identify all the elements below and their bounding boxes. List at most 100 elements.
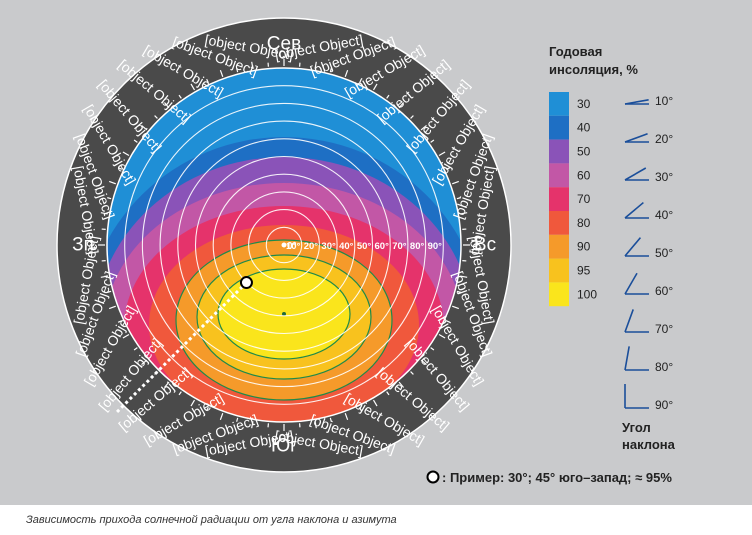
tilt-ring-label: 50° [357,241,372,252]
azimuth-tick [109,180,117,185]
tilt-rings [124,85,444,405]
center-point [281,242,287,248]
tilt-ring [194,155,374,335]
azimuth-tick [445,320,451,323]
azimuth-tick [107,197,112,200]
azimuth-tick [163,102,170,109]
tilt-icon-label: 30° [655,170,673,184]
azimuth-tick [109,305,117,310]
example-marker [239,276,253,290]
tilt-ring-label: 40° [339,241,354,252]
tilt-ring [230,191,338,299]
azimuth-tick [451,180,459,185]
azimuth-tick [420,124,427,131]
azimuth-tick [117,167,123,170]
center-label: 0° [287,241,297,252]
legend-value: 60 [577,168,591,182]
azimuth-tick [178,94,182,99]
tilt-title-line2: наклона [622,437,676,452]
legend-swatch [549,92,569,116]
azimuth-tick [206,406,209,412]
azimuth-tick [460,275,468,278]
tilt-ring-label: 20° [304,241,319,252]
tilt-icon-plate [624,237,642,257]
azimuth-tick [410,115,414,119]
azimuth-tick [329,68,332,73]
tilt-icon-label: 90° [655,398,673,412]
azimuth-tick [122,151,130,157]
tilt-ring-label: 30° [321,241,336,252]
tilt-icon-label: 60° [655,284,673,298]
azimuth-tick [438,333,446,339]
cardinal-south: Юг [271,436,297,457]
inner-border [106,67,462,423]
tilt-angle-legend: 10° 20° 30° 40° 50° 60° 70° 80° 90° [624,94,673,412]
azimuth-tick [420,359,427,366]
azimuth-tick [314,61,317,69]
tilt-ring [212,173,356,317]
tilt-ring [159,120,409,370]
legend-swatch [549,187,569,211]
tilt-icon-label: 50° [655,246,673,260]
legend-value: 70 [577,192,591,206]
legend-swatch [549,139,569,164]
legend-value: 100 [577,287,597,301]
tilt-icon-plate [624,133,648,143]
azimuth-tick [456,290,461,293]
azimuth-tick [133,347,138,351]
tilt-icon-plate [624,346,630,371]
tilt-ring-label: 70° [392,241,407,252]
azimuth-tick [359,406,362,412]
azimuth-tick [251,61,254,69]
cardinal-east: Вс [474,235,496,256]
azimuth-tick [154,115,158,119]
azimuth-tick [107,290,112,293]
legend-value: 30 [577,97,591,111]
example-direction-line [114,281,248,415]
azimuth-tick [100,275,108,278]
azimuth-tick [430,139,435,143]
azimuth-tick [372,83,378,91]
azimuth-tick [451,305,459,310]
azimuth-tick [190,83,196,91]
azimuth-tick [178,391,182,396]
azimuth-tick [386,391,390,396]
tilt-title-line1: Угол [622,420,651,435]
azimuth-tick [219,412,224,420]
azimuth-tick [251,421,254,429]
insolation-chart: 0°10° 20° 30° 40° 50° 60° 70° 80° 90°[object Obj… [56,17,676,485]
azimuth-tick [398,381,405,388]
tilt-icon-plate [624,309,634,333]
tilt-icon-label: 40° [655,208,673,222]
azimuth-tick [445,167,451,170]
legend-swatch [549,163,569,188]
azimuth-tick [206,78,209,84]
tilt-ring [177,138,391,352]
color-legend: 30 40 50 60 70 80 90 95 100 [549,92,597,307]
azimuth-tick [438,151,446,157]
tilt-ring [141,102,427,388]
tilt-ring-label: 10° [286,241,301,252]
tilt-icon-plate [624,201,644,219]
tilt-ring [265,226,303,264]
legend-value: 90 [577,240,591,254]
cardinal-labels: Сев Юг Зп Вс [72,34,496,457]
legend-value: 95 [577,264,591,278]
insolation-zones [107,68,461,422]
tilt-ring [248,209,320,281]
azimuth-tick [372,399,378,407]
azimuth-tick [141,359,148,366]
example-text: : Пример: 30°; 45° юго–запад; ≈ 95% [442,470,672,485]
azimuth-tick [163,381,170,388]
tilt-icon-plate [624,167,647,181]
legend-title-line2: инсоляция, % [549,62,638,77]
azimuth-tick [456,197,461,200]
azimuth-tick [117,320,123,323]
tilt-ring-label: 80° [410,241,425,252]
azimuth-tick [329,417,332,422]
chart-panel: 0° 10° 20° 30° 40° 50° 60° 70° 80° 90° [object Obj… [0,0,752,505]
tilt-ring [124,85,444,405]
figure-caption: Зависимость прихода солнечной радиации о… [26,514,397,526]
tilt-ring-labels: 0°10° 20° 30° 40° 50° 60° 70° 80° 90° [286,241,442,252]
tilt-icon-label: 80° [655,360,673,374]
